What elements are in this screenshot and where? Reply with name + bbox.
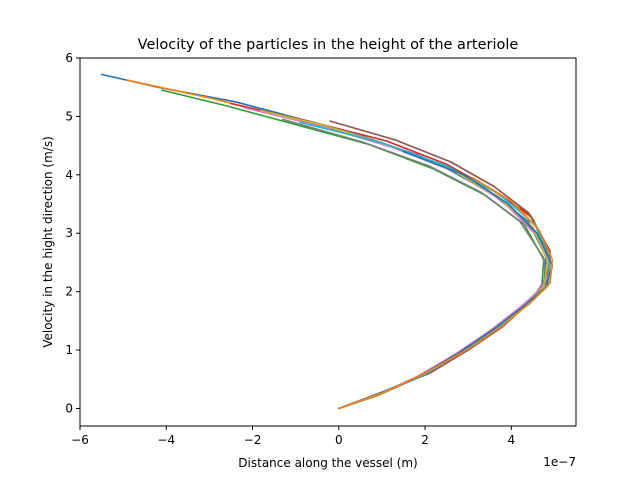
plot-area-frame <box>79 57 577 427</box>
y-axis: 0 1 2 3 4 5 6 <box>65 51 80 415</box>
y-tick-label: 5 <box>65 109 73 123</box>
y-axis-label: Velocity in the hight direction (m/s) <box>41 136 55 348</box>
x-axis: −6 −4 −2 0 2 4 <box>71 426 515 447</box>
x-tick-label: −4 <box>157 433 175 447</box>
series-line-12 <box>337 176 554 410</box>
x-tick-label: 0 <box>335 433 343 447</box>
x-tick-label: −2 <box>244 433 262 447</box>
x-axis-offset-text: 1e−7 <box>543 455 576 469</box>
series-layer <box>100 73 554 410</box>
y-tick-label: 3 <box>65 226 73 240</box>
y-tick-label: 1 <box>65 343 73 357</box>
y-tick-label: 6 <box>65 51 73 65</box>
chart-title: Velocity of the particles in the height … <box>138 37 519 53</box>
series-line-7 <box>243 106 554 410</box>
x-tick-label: 4 <box>507 433 515 447</box>
x-tick-label: −6 <box>71 433 89 447</box>
y-tick-label: 0 <box>65 401 73 415</box>
y-tick-label: 4 <box>65 168 73 182</box>
y-tick-label: 2 <box>65 285 73 299</box>
x-tick-label: 2 <box>421 433 429 447</box>
x-axis-label: Distance along the vessel (m) <box>238 456 417 470</box>
